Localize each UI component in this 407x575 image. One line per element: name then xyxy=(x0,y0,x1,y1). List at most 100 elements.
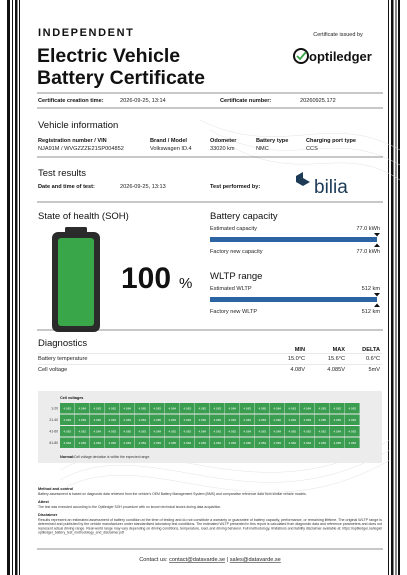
cell-voltage: 4.083 xyxy=(64,406,72,410)
cell-voltage: 4.082 xyxy=(79,429,87,433)
creation-value: 2026-09-25, 13:14 xyxy=(120,98,166,104)
cell xyxy=(285,414,300,425)
note-text: The test was executed according to the O… xyxy=(38,505,221,509)
cell xyxy=(120,437,135,448)
soh-value: 100 xyxy=(121,262,171,295)
cell-voltage: 4.082 xyxy=(289,441,297,445)
cell xyxy=(240,426,255,437)
column-value: Volkswagen ID.4 xyxy=(150,146,192,152)
cells-grid: 1-20 4.083 4.084 4.083 4.082 4.084 4.085 4.083 4… xyxy=(49,403,360,448)
cell-voltage: 4.084 xyxy=(109,418,117,422)
email[interactable]: sales@datavarde.se xyxy=(230,557,281,563)
column-header: DELTA xyxy=(362,347,380,353)
cell-value: 4.08V xyxy=(290,367,305,373)
cell xyxy=(60,426,75,437)
cell-voltage: 4.085 xyxy=(154,418,162,422)
disclaimer-line: represent actual driving range. Real-wor… xyxy=(38,526,382,530)
cell xyxy=(105,414,120,425)
cell-voltage: 4.084 xyxy=(349,418,357,422)
cell-voltage: 4.083 xyxy=(259,418,267,422)
diagnostics-table: MIN MAX DELTA Battery temperature 15.0°C 15.6… xyxy=(38,347,382,373)
cells-title: Cell voltages xyxy=(60,396,83,400)
cell xyxy=(60,403,75,414)
column-header: Odometer xyxy=(210,138,237,144)
cell xyxy=(240,437,255,448)
cell-voltage: 4.083 xyxy=(64,429,72,433)
cell-voltage: 4.080 xyxy=(244,441,252,445)
cell-voltage: 4.083 xyxy=(199,441,207,445)
cell-voltage: 4.083 xyxy=(154,406,162,410)
section-title: State of health (SOH) xyxy=(38,211,129,222)
cell-voltage: 4.082 xyxy=(319,429,327,433)
email[interactable]: contact@datavarde.se xyxy=(169,557,225,563)
cell xyxy=(225,414,240,425)
estimated-label: Estimated capacity xyxy=(210,226,257,232)
column-header: MAX xyxy=(333,347,346,353)
cell-voltage: 4.085 xyxy=(139,406,147,410)
cell-voltage: 4.083 xyxy=(304,418,312,422)
cell xyxy=(210,426,225,437)
column-header: MIN xyxy=(295,347,305,353)
vehicle-table: Registration number / VIN NJA91M / WVGZZZ… xyxy=(38,138,356,152)
cell xyxy=(195,414,210,425)
cell-voltage: 4.083 xyxy=(124,418,132,422)
factory-value: 77.0 kWh xyxy=(356,249,380,255)
cell xyxy=(240,403,255,414)
cell xyxy=(120,426,135,437)
cell-voltage: 4.083 xyxy=(109,429,117,433)
issued-by: Certificate issued by xyxy=(313,32,363,38)
cell xyxy=(210,403,225,414)
separator: | xyxy=(227,557,228,563)
cell xyxy=(345,437,360,448)
cell-voltage: 4.084 xyxy=(229,418,237,422)
cell-voltage: 4.084 xyxy=(184,418,192,422)
estimated-value: 512 km xyxy=(362,286,381,292)
cell xyxy=(300,437,315,448)
cell xyxy=(75,437,90,448)
row-label: 41-60 xyxy=(49,429,58,433)
cell-voltage: 4.084 xyxy=(139,418,147,422)
section-title: WLTP range xyxy=(210,271,262,282)
cell-voltage: 4.083 xyxy=(274,441,282,445)
section-title: Diagnostics xyxy=(38,338,87,349)
cell-voltage: 4.084 xyxy=(334,429,342,433)
cell xyxy=(120,403,135,414)
row-label: Cell voltage xyxy=(38,367,67,373)
number-value: 20260925.172 xyxy=(300,98,336,104)
cell-voltage: 4.083 xyxy=(214,406,222,410)
cell-voltage: 4.083 xyxy=(259,429,267,433)
cell-voltage: 4.085 xyxy=(334,441,342,445)
cell xyxy=(270,437,285,448)
cell-voltage: 4.082 xyxy=(334,406,342,410)
cell xyxy=(195,437,210,448)
cell xyxy=(210,414,225,425)
legend-text: Cell voltage deviation is within the exp… xyxy=(74,455,150,459)
cell-voltage: 4.082 xyxy=(229,429,237,433)
creation-label: Certificate creation time: xyxy=(38,98,104,104)
cell xyxy=(90,426,105,437)
cell-voltage: 4.084 xyxy=(259,441,267,445)
cell xyxy=(105,403,120,414)
performer-logo-text: bilia xyxy=(314,177,348,198)
cell-voltage: 4.082 xyxy=(184,441,192,445)
cell xyxy=(90,403,105,414)
cell-voltage: 4.082 xyxy=(199,418,207,422)
cell xyxy=(135,437,150,448)
cell-voltage: 4.083 xyxy=(289,406,297,410)
cell-voltage: 4.084 xyxy=(244,429,252,433)
cell-voltage: 4.083 xyxy=(244,406,252,410)
cell-voltage: 4.085 xyxy=(319,418,327,422)
cell-voltage: 4.083 xyxy=(79,441,87,445)
column-value: 33020 km xyxy=(210,146,235,152)
cell xyxy=(60,414,75,425)
cell-voltage: 4.084 xyxy=(274,429,282,433)
cell-voltage: 4.085 xyxy=(259,406,267,410)
cell xyxy=(90,437,105,448)
cell-voltage: 4.083 xyxy=(184,429,192,433)
cell-value: 5mV xyxy=(368,367,380,373)
range-bar xyxy=(210,297,377,302)
bilia-logo: bilia xyxy=(296,172,348,198)
cell-voltage: 4.082 xyxy=(199,406,207,410)
optiledger-logo: optiledger xyxy=(293,48,372,64)
